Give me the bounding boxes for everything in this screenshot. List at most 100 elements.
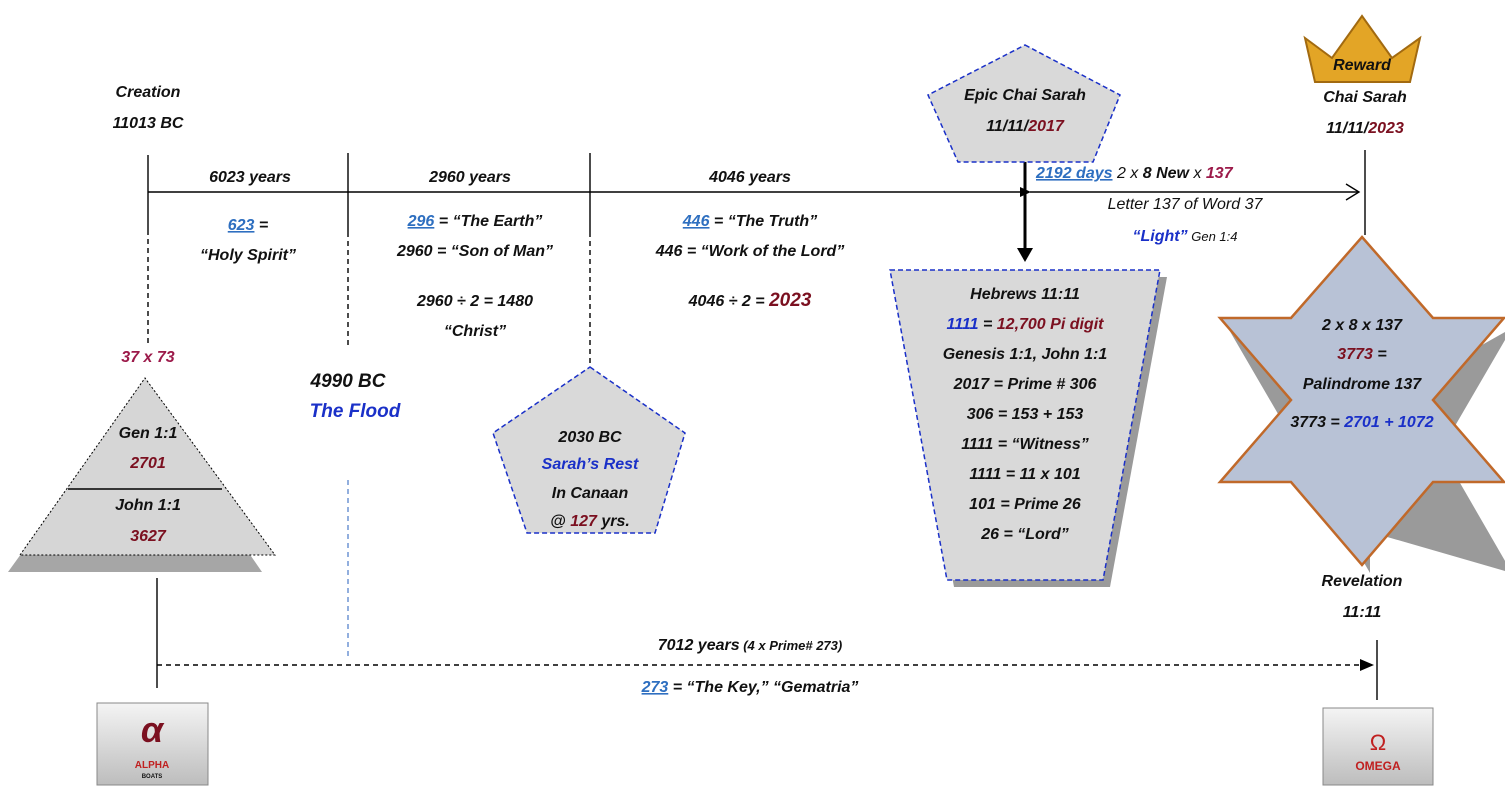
trapezoid-text: 1111 = “Witness” (961, 436, 1088, 453)
omega-symbol: Ω (1370, 730, 1386, 755)
rest-text: In Canaan (552, 485, 629, 502)
epic-text: 11/11/2017 (986, 118, 1065, 135)
trapezoid-text-part: Hebrews 11:11 (970, 286, 1080, 303)
note: 2960 ÷ 2 = 1480 (416, 293, 533, 310)
flood-date: 4990 BC (310, 371, 386, 392)
days-text-part: “Light” (1133, 228, 1188, 245)
omega-text: OMEGA (1355, 759, 1401, 773)
trapezoid-text-part: Genesis 1:1, John 1:1 (943, 346, 1108, 363)
note: 446 = “The Truth” (682, 213, 817, 230)
span-text-part: (4 x Prime# 273) (740, 638, 843, 653)
trapezoid-text-part: 2017 = Prime # 306 (953, 376, 1097, 393)
note-part: = “The Truth” (709, 213, 817, 230)
diagram: Creation 11013 BC 6023 years 2960 years … (0, 0, 1505, 786)
epic-text-part: 2017 (1027, 118, 1065, 135)
days-text: “Light” Gen 1:4 (1133, 228, 1238, 245)
star-text-part: 3773 = (1290, 414, 1344, 431)
note-part: = “The Earth” (434, 213, 542, 230)
reward-text: 11/11/2023 (1326, 120, 1404, 137)
rest-text: @ 127 yrs. (550, 513, 630, 530)
note-part: 4046 ÷ 2 = (688, 293, 769, 310)
note-part: 2960 = “Son of Man” (396, 243, 553, 260)
star-text-part: 2701 + 1072 (1343, 414, 1434, 431)
star-text: Palindrome 137 (1303, 376, 1422, 393)
days-text-part: x (1189, 165, 1206, 182)
span-label: 4046 years (708, 169, 791, 186)
trapezoid-text: 26 = “Lord” (980, 526, 1069, 543)
span-text: 7012 years (4 x Prime# 273) (658, 637, 842, 654)
star-text-part: 3773 (1337, 346, 1373, 363)
triangle-number: 3627 (130, 528, 167, 545)
revelation-ref: 11:11 (1343, 604, 1382, 621)
days-text-part: 2192 days (1035, 165, 1113, 182)
note: 446 = “Work of the Lord” (655, 243, 845, 260)
days-text-part: 2 x (1113, 165, 1143, 182)
days-text-part: Letter 137 of Word 37 (1108, 196, 1264, 213)
note: 2960 = “Son of Man” (396, 243, 553, 260)
span-text-part: = “The Key,” “Gematria” (668, 679, 858, 696)
note: 296 = “The Earth” (407, 213, 543, 230)
note-part: 2960 ÷ 2 = 1480 (416, 293, 533, 310)
rest-text: Sarah’s Rest (542, 456, 639, 473)
rest-text-part: yrs. (597, 513, 630, 530)
rest-text: 2030 BC (557, 429, 622, 446)
trapezoid-text-part: 101 = Prime 26 (969, 496, 1081, 513)
alpha-text: BOATS (142, 774, 163, 780)
flood-label: The Flood (310, 401, 401, 422)
note-part: 296 (407, 213, 435, 230)
alpha-text: ALPHA (135, 760, 169, 771)
note-part: “Holy Spirit” (200, 247, 296, 264)
trapezoid-text-part: 12,700 Pi digit (997, 316, 1104, 333)
alpha-symbol: α (141, 709, 165, 750)
trapezoid-text-part: 1111 = 11 x 101 (969, 466, 1080, 483)
note-part: “Christ” (444, 323, 506, 340)
rest-text-part: In Canaan (552, 485, 629, 502)
note: “Christ” (444, 323, 506, 340)
note-part: 446 (682, 213, 710, 230)
star-text: 3773 = 2701 + 1072 (1290, 414, 1433, 431)
epic-text-part: Epic Chai Sarah (964, 87, 1086, 104)
triangle-text: Gen 1:1 (119, 425, 178, 442)
span-text-part: 7012 years (658, 637, 740, 654)
trapezoid-text: 101 = Prime 26 (969, 496, 1081, 513)
trapezoid-text: Genesis 1:1, John 1:1 (943, 346, 1108, 363)
star-text-part: 2 x 8 x 137 (1321, 317, 1403, 334)
reward-badge: Reward (1333, 57, 1392, 74)
trapezoid-text-part: = (979, 316, 997, 333)
trapezoid-text-part: 26 = “Lord” (980, 526, 1069, 543)
note: 623 = (228, 217, 269, 234)
page: { "creation": {"label": "Creation", "dat… (0, 0, 1505, 786)
trapezoid-text: Hebrews 11:11 (970, 286, 1080, 303)
creation-date: 11013 BC (113, 115, 184, 132)
rest-text-part: 127 (570, 513, 598, 530)
triangle-number: 2701 (129, 455, 166, 472)
span-text: 273 = “The Key,” “Gematria” (641, 679, 859, 696)
span-text-part: 273 (641, 679, 669, 696)
span-label: 6023 years (209, 169, 291, 186)
triangle-text: John 1:1 (115, 497, 181, 514)
reward-text: Chai Sarah (1323, 89, 1407, 106)
star-text-part: = (1373, 346, 1387, 363)
days-text: Letter 137 of Word 37 (1108, 196, 1264, 213)
note-part: 446 = “Work of the Lord” (655, 243, 845, 260)
star-text-part: Palindrome 137 (1303, 376, 1422, 393)
days-text-part: 137 (1206, 165, 1234, 182)
epic-text: Epic Chai Sarah (964, 87, 1086, 104)
triangle-top: 37 x 73 (121, 349, 174, 366)
rest-text-part: 2030 BC (557, 429, 622, 446)
reward-text-part: 11/11/ (1326, 120, 1370, 137)
star-text: 3773 = (1337, 346, 1386, 363)
star-text: 2 x 8 x 137 (1321, 317, 1403, 334)
creation-label: Creation (116, 84, 181, 101)
rest-text-part: Sarah’s Rest (542, 456, 639, 473)
arrow-head (1360, 659, 1374, 671)
trapezoid-text: 2017 = Prime # 306 (953, 376, 1097, 393)
trapezoid-text-part: 306 = 153 + 153 (967, 406, 1084, 423)
note-part: 2023 (768, 290, 812, 311)
days-text-part: 8 New (1143, 165, 1191, 182)
note: 4046 ÷ 2 = 2023 (688, 290, 812, 311)
days-text-part: Gen 1:4 (1188, 229, 1238, 244)
trapezoid-text: 1111 = 11 x 101 (969, 466, 1080, 483)
epic-text-part: 11/11/ (986, 118, 1030, 135)
reward-text-part: 2023 (1367, 120, 1404, 137)
